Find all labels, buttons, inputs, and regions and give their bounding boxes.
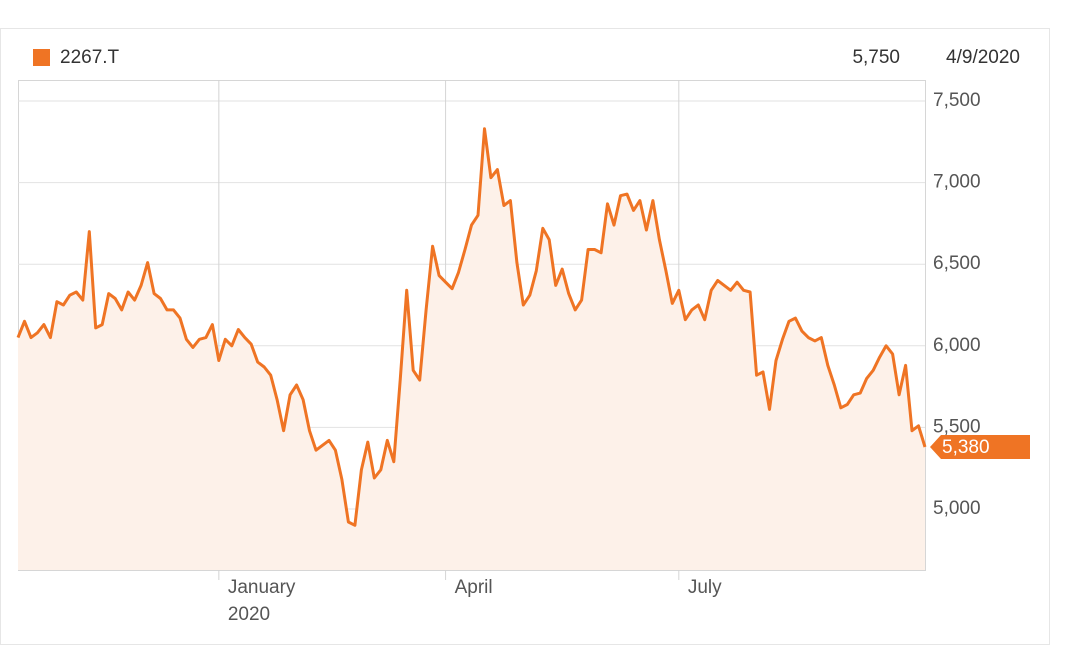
area (18, 128, 925, 571)
legend-label: 2267.T (60, 47, 120, 68)
x-tick-label: April (454, 577, 493, 598)
readout-date: 4/9/2020 (946, 47, 1020, 68)
y-tick-label: 5,000 (933, 498, 981, 519)
last-value-flag (930, 434, 1030, 459)
y-tick-label: 7,000 (933, 172, 981, 193)
readout-value: 5,750 (852, 47, 900, 68)
y-tick-label: 7,500 (933, 90, 981, 111)
x-tick-label: July (687, 577, 722, 598)
line (16, 127, 927, 527)
legend-swatch (33, 49, 50, 66)
y-tick-label: 6,500 (933, 253, 981, 274)
y-tick-label: 6,000 (933, 335, 981, 356)
last-value-label: 5,380 (942, 437, 990, 458)
x-tick-label: January 2020 (227, 577, 296, 625)
plot-frame (18, 80, 926, 571)
y-tick-label: 5,500 (933, 416, 981, 437)
